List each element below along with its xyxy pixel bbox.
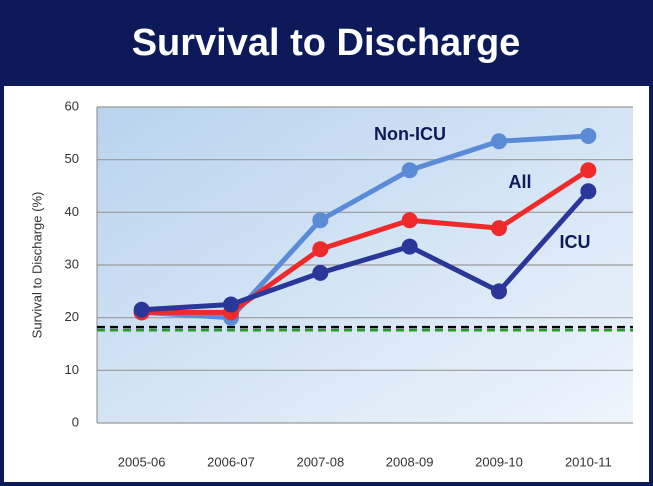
data-point <box>401 212 418 229</box>
y-tick-label: 30 <box>65 256 79 271</box>
data-point <box>580 162 597 179</box>
y-tick-label: 10 <box>65 362 79 377</box>
x-tick-label: 2005-06 <box>118 454 166 469</box>
data-point <box>312 241 329 258</box>
series-line <box>141 133 589 321</box>
y-tick-label: 50 <box>65 151 79 166</box>
x-tick-label: 2008-09 <box>386 454 434 469</box>
y-tick-label: 20 <box>65 309 79 324</box>
data-point <box>133 301 150 318</box>
x-tick-label: 2010-11 <box>565 454 612 469</box>
series-label: All <box>508 172 531 192</box>
series-label: ICU <box>560 232 591 252</box>
data-point <box>491 283 507 300</box>
data-point <box>401 238 418 255</box>
x-tick-label: 2006-07 <box>207 454 255 469</box>
x-tick-label: 2009-10 <box>475 454 523 469</box>
y-tick-label: 0 <box>72 414 79 429</box>
data-point <box>312 212 329 229</box>
series-label: Non-ICU <box>374 124 446 144</box>
y-tick-label: 60 <box>65 98 79 113</box>
y-axis-label: Survival to Discharge (%) <box>29 192 44 339</box>
series-line <box>141 168 590 315</box>
data-point <box>312 264 329 281</box>
y-tick-label: 40 <box>65 204 79 219</box>
series-line <box>141 189 591 313</box>
x-tick-label: 2007-08 <box>296 454 344 469</box>
data-point <box>491 220 507 237</box>
data-point <box>580 183 597 200</box>
data-point <box>401 162 418 179</box>
data-point <box>223 296 239 313</box>
chart-title: Survival to Discharge <box>132 22 521 64</box>
data-point <box>491 133 507 150</box>
data-point <box>580 127 597 144</box>
